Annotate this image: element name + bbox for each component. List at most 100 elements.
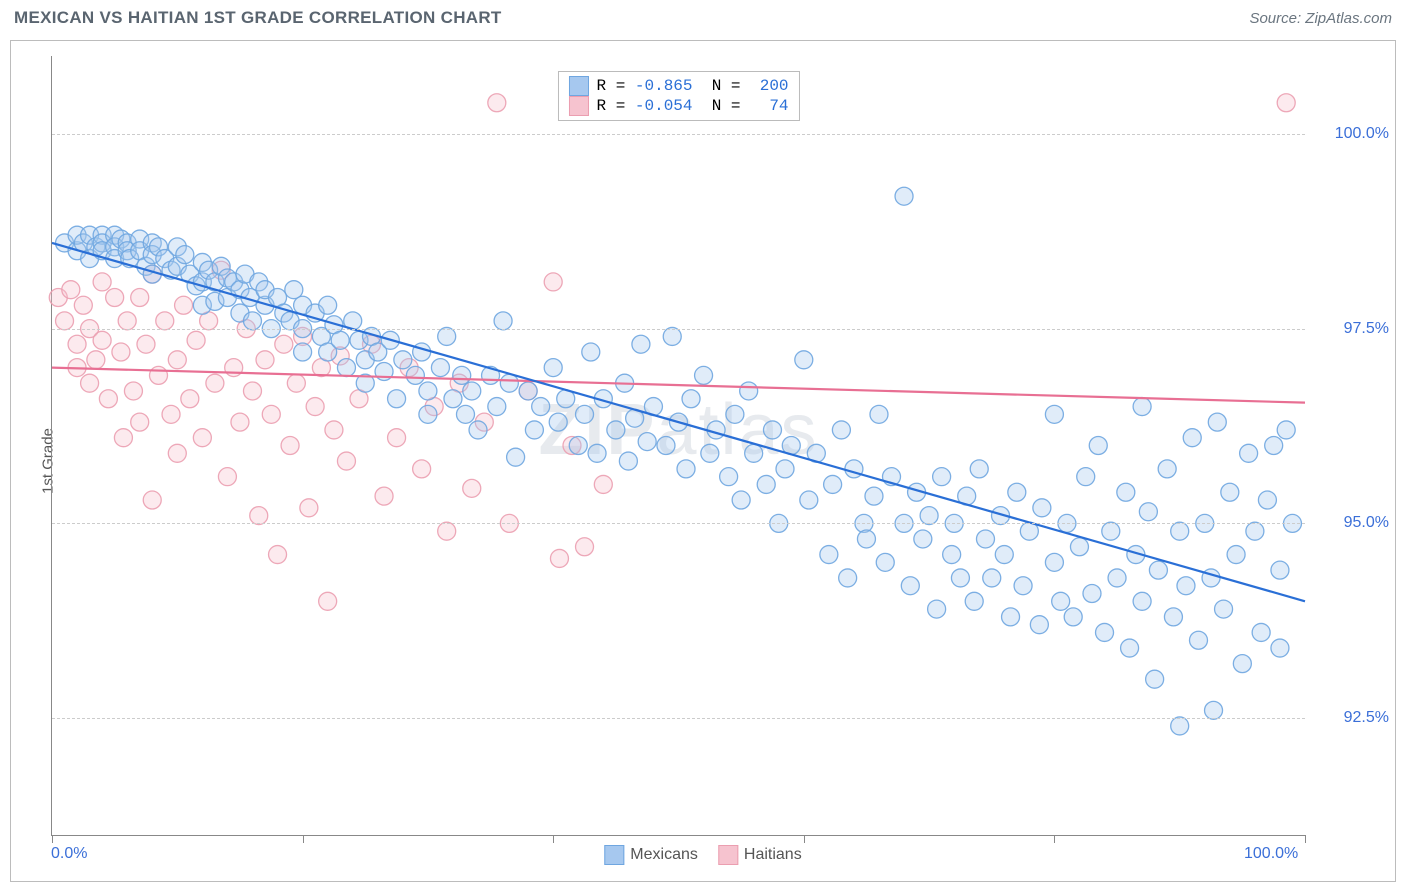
gridline xyxy=(52,718,1305,719)
x-tick xyxy=(553,835,554,843)
scatter-point xyxy=(525,421,543,439)
scatter-point xyxy=(632,335,650,353)
scatter-point xyxy=(607,421,625,439)
scatter-point xyxy=(549,413,567,431)
scatter-point xyxy=(532,398,550,416)
scatter-point xyxy=(419,405,437,423)
legend-row: R = -0.054 N = 74 xyxy=(568,96,788,116)
scatter-point xyxy=(1108,569,1126,587)
scatter-point xyxy=(901,577,919,595)
scatter-point xyxy=(331,331,349,349)
scatter-point xyxy=(677,460,695,478)
scatter-point xyxy=(740,382,758,400)
scatter-point xyxy=(870,405,888,423)
scatter-point xyxy=(1171,717,1189,735)
plot-area: ZIPatlas R = -0.865 N = 200R = -0.054 N … xyxy=(51,56,1305,836)
scatter-point xyxy=(732,491,750,509)
legend-label: Mexicans xyxy=(630,846,698,864)
legend-item: Haitians xyxy=(718,845,802,865)
scatter-point xyxy=(87,351,105,369)
scatter-point xyxy=(682,390,700,408)
gridline xyxy=(52,329,1305,330)
scatter-point xyxy=(928,600,946,618)
scatter-point xyxy=(463,382,481,400)
scatter-point xyxy=(456,405,474,423)
scatter-point xyxy=(976,530,994,548)
scatter-point xyxy=(74,296,92,314)
scatter-point xyxy=(176,246,194,264)
scatter-point xyxy=(757,475,775,493)
scatter-point xyxy=(1189,631,1207,649)
series-legend: Mexicans Haitians xyxy=(604,845,801,865)
scatter-point xyxy=(951,569,969,587)
scatter-point xyxy=(820,546,838,564)
scatter-point xyxy=(1258,491,1276,509)
scatter-point xyxy=(1221,483,1239,501)
legend-text: R = -0.054 N = 74 xyxy=(596,97,788,115)
scatter-point xyxy=(162,405,180,423)
scatter-point xyxy=(419,382,437,400)
legend-swatch xyxy=(568,76,588,96)
scatter-point xyxy=(118,312,136,330)
scatter-point xyxy=(319,592,337,610)
legend-swatch xyxy=(604,845,624,865)
scatter-point xyxy=(619,452,637,470)
scatter-point xyxy=(657,437,675,455)
scatter-point xyxy=(1014,577,1032,595)
scatter-point xyxy=(300,499,318,517)
scatter-point xyxy=(431,359,449,377)
legend-row: R = -0.865 N = 200 xyxy=(568,76,788,96)
scatter-point xyxy=(1070,538,1088,556)
scatter-point xyxy=(663,327,681,345)
scatter-point xyxy=(824,475,842,493)
scatter-point xyxy=(68,335,86,353)
scatter-point xyxy=(1277,421,1295,439)
x-tick-label: 0.0% xyxy=(51,845,87,863)
scatter-point xyxy=(187,331,205,349)
scatter-point xyxy=(1052,592,1070,610)
legend-swatch xyxy=(718,845,738,865)
scatter-point xyxy=(1077,468,1095,486)
scatter-point xyxy=(124,382,142,400)
scatter-point xyxy=(857,530,875,548)
scatter-point xyxy=(275,335,293,353)
scatter-point xyxy=(375,487,393,505)
x-tick xyxy=(303,835,304,843)
scatter-point xyxy=(1133,592,1151,610)
x-tick xyxy=(804,835,805,843)
scatter-point xyxy=(319,296,337,314)
scatter-point xyxy=(726,405,744,423)
y-tick-label: 92.5% xyxy=(1344,709,1389,727)
chart-container: 1st Grade ZIPatlas R = -0.865 N = 200R =… xyxy=(10,40,1396,882)
scatter-point xyxy=(413,343,431,361)
scatter-point xyxy=(1149,561,1167,579)
x-tick-label: 100.0% xyxy=(1244,845,1298,863)
scatter-point xyxy=(576,538,594,556)
chart-title: MEXICAN VS HAITIAN 1ST GRADE CORRELATION… xyxy=(14,8,502,28)
scatter-point xyxy=(500,374,518,392)
gridline xyxy=(52,134,1305,135)
scatter-point xyxy=(93,331,111,349)
scatter-point xyxy=(763,421,781,439)
scatter-point xyxy=(1277,94,1295,112)
scatter-point xyxy=(1002,608,1020,626)
scatter-point xyxy=(1252,623,1270,641)
scatter-point xyxy=(776,460,794,478)
scatter-point xyxy=(287,374,305,392)
scatter-point xyxy=(250,507,268,525)
scatter-point xyxy=(106,288,124,306)
scatter-point xyxy=(463,479,481,497)
scatter-point xyxy=(1089,437,1107,455)
scatter-point xyxy=(544,359,562,377)
scatter-point xyxy=(243,382,261,400)
header: MEXICAN VS HAITIAN 1ST GRADE CORRELATION… xyxy=(0,0,1406,34)
scatter-point xyxy=(1271,639,1289,657)
scatter-point xyxy=(99,390,117,408)
scatter-point xyxy=(488,94,506,112)
scatter-point xyxy=(839,569,857,587)
scatter-point xyxy=(1030,616,1048,634)
scatter-point xyxy=(701,444,719,462)
scatter-point xyxy=(1064,608,1082,626)
scatter-point xyxy=(983,569,1001,587)
scatter-point xyxy=(550,549,568,567)
